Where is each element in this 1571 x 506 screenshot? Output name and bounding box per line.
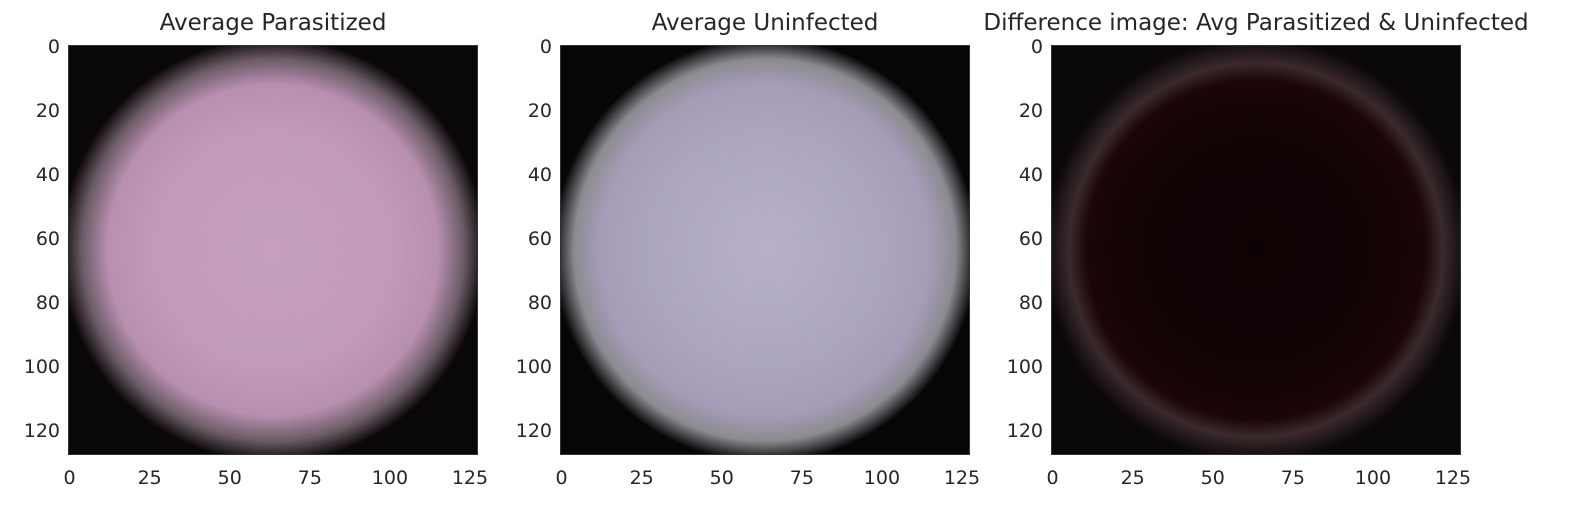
x-tick-label: 125 xyxy=(943,467,981,489)
x-tick-label: 75 xyxy=(297,467,322,489)
y-tick-label: 20 xyxy=(35,99,60,122)
y-tick-label: 80 xyxy=(1018,291,1043,314)
x-tick-label: 100 xyxy=(863,467,901,489)
y-tick-label: 100 xyxy=(515,355,552,378)
y-tick-label: 0 xyxy=(1030,35,1043,58)
x-tick-label: 75 xyxy=(1280,467,1305,489)
panel-average-uninfected: Average Uninfected xyxy=(0,0,970,506)
x-tick-label: 125 xyxy=(1434,467,1472,489)
image-background xyxy=(561,46,969,454)
image-background xyxy=(69,46,477,454)
x-tick-label: 75 xyxy=(789,467,814,489)
x-tick-label: 25 xyxy=(1120,467,1145,489)
x-tick-label: 50 xyxy=(709,467,734,489)
image-background xyxy=(1052,46,1460,454)
x-tick-label: 50 xyxy=(217,467,242,489)
x-tick-label: 0 xyxy=(555,467,568,489)
y-tick-label: 80 xyxy=(35,291,60,314)
difference-image xyxy=(1051,45,1461,455)
x-tick-label: 0 xyxy=(1046,467,1059,489)
y-tick-label: 20 xyxy=(1018,99,1043,122)
y-tick-label: 60 xyxy=(1018,227,1043,250)
y-tick-label: 0 xyxy=(47,35,60,58)
y-tick-label: 20 xyxy=(527,99,552,122)
y-tick-label: 100 xyxy=(1006,355,1043,378)
x-tick-label: 100 xyxy=(371,467,409,489)
x-tick-label: 25 xyxy=(137,467,162,489)
panel-difference-image: Difference image: Avg Parasitized & Unin… xyxy=(0,0,1529,506)
y-tick-label: 40 xyxy=(527,163,552,186)
average-uninfected-image xyxy=(560,45,970,455)
y-tick-label: 80 xyxy=(527,291,552,314)
y-tick-label: 60 xyxy=(35,227,60,250)
x-tick-label: 100 xyxy=(1354,467,1392,489)
panel-title: Difference image: Avg Parasitized & Unin… xyxy=(983,10,1529,36)
y-tick-label: 120 xyxy=(1006,419,1043,442)
x-tick-label: 25 xyxy=(629,467,654,489)
y-tick-label: 40 xyxy=(35,163,60,186)
y-tick-label: 120 xyxy=(23,419,60,442)
x-tick-label: 125 xyxy=(451,467,489,489)
y-tick-label: 40 xyxy=(1018,163,1043,186)
y-tick-label: 60 xyxy=(527,227,552,250)
y-tick-label: 0 xyxy=(539,35,552,58)
y-tick-label: 100 xyxy=(23,355,60,378)
x-tick-label: 0 xyxy=(63,467,76,489)
panel-title: Average Uninfected xyxy=(651,10,879,36)
panel-title: Average Parasitized xyxy=(159,10,387,36)
average-parasitized-image xyxy=(68,45,478,455)
x-tick-label: 50 xyxy=(1200,467,1225,489)
y-tick-label: 120 xyxy=(515,419,552,442)
panel-average-parasitized: Average Parasitized xyxy=(0,0,500,506)
